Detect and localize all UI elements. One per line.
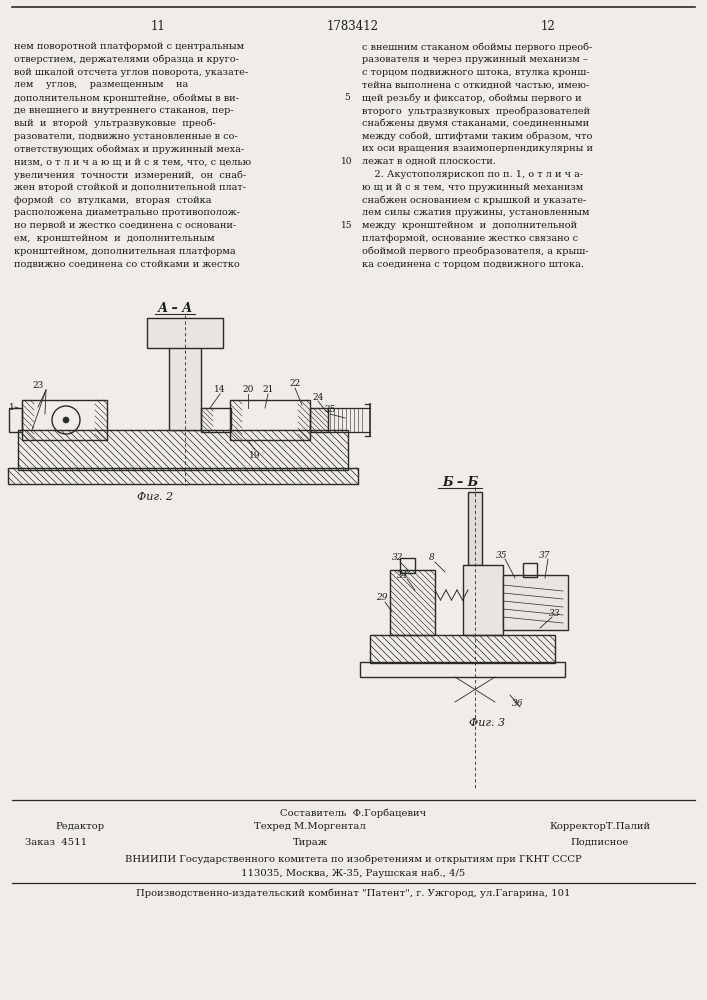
Text: платформой, основание жестко связано с: платформой, основание жестко связано с — [362, 234, 578, 243]
Text: 34: 34 — [397, 570, 409, 580]
Bar — [230, 400, 310, 440]
Text: между собой, штифтами таким образом, что: между собой, штифтами таким образом, что — [362, 132, 592, 141]
Text: нем поворотной платформой с центральным: нем поворотной платформой с центральным — [14, 42, 244, 51]
Bar — [8, 468, 358, 484]
Text: дополнительном кронштейне, обоймы в ви-: дополнительном кронштейне, обоймы в ви- — [14, 93, 239, 103]
Text: Техред М.Моргентал: Техред М.Моргентал — [254, 822, 366, 831]
Text: 21: 21 — [262, 385, 274, 394]
Bar — [360, 662, 565, 677]
Bar — [22, 400, 107, 440]
Text: между  кронштейном  и  дополнительной: между кронштейном и дополнительной — [362, 221, 577, 230]
Text: 37: 37 — [539, 550, 551, 560]
Text: де внешнего и внутреннего стаканов, пер-: де внешнего и внутреннего стаканов, пер- — [14, 106, 233, 115]
Text: 32: 32 — [392, 554, 404, 562]
Text: увеличения  точности  измерений,  он  снаб-: увеличения точности измерений, он снаб- — [14, 170, 246, 180]
Text: 1: 1 — [9, 402, 15, 412]
Text: А – А: А – А — [158, 302, 192, 315]
Text: снабжен основанием с крышкой и указате-: снабжен основанием с крышкой и указате- — [362, 196, 586, 205]
Text: 5: 5 — [344, 93, 350, 102]
Text: снабжены двумя стаканами, соединенными: снабжены двумя стаканами, соединенными — [362, 119, 589, 128]
Text: лежат в одной плоскости.: лежат в одной плоскости. — [362, 157, 496, 166]
Bar — [468, 492, 482, 565]
Text: 1783412: 1783412 — [327, 19, 379, 32]
Text: лем силы сжатия пружины, установленным: лем силы сжатия пружины, установленным — [362, 208, 590, 217]
Text: Подписное: Подписное — [571, 838, 629, 847]
Bar — [147, 318, 223, 348]
Text: ВНИИПИ Государственного комитета по изобретениям и открытиям при ГКНТ СССР: ВНИИПИ Государственного комитета по изоб… — [124, 854, 581, 863]
Text: расположена диаметрально противополож-: расположена диаметрально противополож- — [14, 208, 240, 217]
Text: жен второй стойкой и дополнительной плат-: жен второй стойкой и дополнительной плат… — [14, 183, 246, 192]
Text: тейна выполнена с откидной частью, имею-: тейна выполнена с откидной частью, имею- — [362, 80, 589, 89]
Text: Составитель  Ф.Горбацевич: Составитель Ф.Горбацевич — [280, 808, 426, 818]
Text: подвижно соединена со стойками и жестко: подвижно соединена со стойками и жестко — [14, 260, 240, 269]
Text: формой  со  втулками,  вторая  стойка: формой со втулками, вторая стойка — [14, 196, 211, 205]
Text: Фиг. 3: Фиг. 3 — [469, 718, 505, 728]
Text: Б – Б: Б – Б — [442, 476, 478, 489]
Text: 29: 29 — [376, 593, 387, 602]
Text: 23: 23 — [33, 380, 44, 389]
Bar — [201, 408, 231, 432]
Text: Редактор: Редактор — [55, 822, 104, 831]
Text: Заказ  4511: Заказ 4511 — [25, 838, 87, 847]
Text: ем,  кронштейном  и  дополнительным: ем, кронштейном и дополнительным — [14, 234, 214, 243]
Text: 15: 15 — [341, 221, 353, 230]
Text: ка соединена с торцом подвижного штока.: ка соединена с торцом подвижного штока. — [362, 260, 584, 269]
Bar — [18, 430, 348, 470]
Text: отверстием, держателями образца и круго-: отверстием, держателями образца и круго- — [14, 55, 239, 64]
Text: разователи, подвижно установленные в со-: разователи, подвижно установленные в со- — [14, 132, 238, 141]
Bar — [400, 558, 415, 573]
Text: Производственно-издательский комбинат "Патент", г. Ужгород, ул.Гагарина, 101: Производственно-издательский комбинат "П… — [136, 888, 571, 898]
Text: 24: 24 — [312, 392, 324, 401]
Bar — [9, 408, 22, 432]
Text: низм, о т л и ч а ю щ и й с я тем, что, с целью: низм, о т л и ч а ю щ и й с я тем, что, … — [14, 157, 251, 166]
Text: с торцом подвижного штока, втулка кронш-: с торцом подвижного штока, втулка кронш- — [362, 68, 590, 77]
Text: вой шкалой отсчета углов поворота, указате-: вой шкалой отсчета углов поворота, указа… — [14, 68, 248, 77]
Bar — [463, 565, 503, 635]
Text: 113035, Москва, Ж-35, Раушская наб., 4/5: 113035, Москва, Ж-35, Раушская наб., 4/5 — [241, 868, 465, 878]
Text: кронштейном, дополнительная платформа: кронштейном, дополнительная платформа — [14, 247, 235, 256]
Bar — [370, 635, 555, 663]
Text: 33: 33 — [549, 608, 561, 617]
Text: но первой и жестко соединена с основани-: но первой и жестко соединена с основани- — [14, 221, 236, 230]
Bar — [310, 408, 328, 432]
Text: 14: 14 — [214, 385, 226, 394]
Bar — [503, 575, 568, 630]
Text: лем    углов,    размещенным    на: лем углов, размещенным на — [14, 80, 188, 89]
Text: 10: 10 — [341, 157, 353, 166]
Text: 22: 22 — [289, 378, 300, 387]
Bar — [390, 570, 435, 635]
Text: 2. Акустополярископ по п. 1, о т л и ч а-: 2. Акустополярископ по п. 1, о т л и ч а… — [362, 170, 583, 179]
Text: их оси вращения взаимоперпендикулярны и: их оси вращения взаимоперпендикулярны и — [362, 144, 593, 153]
Text: 20: 20 — [243, 385, 254, 394]
Text: второго  ультразвуковых  преобразователей: второго ультразвуковых преобразователей — [362, 106, 590, 115]
Text: КорректорТ.Палий: КорректорТ.Палий — [549, 822, 650, 831]
Text: с внешним стаканом обоймы первого преоб-: с внешним стаканом обоймы первого преоб- — [362, 42, 592, 51]
Text: вый  и  второй  ультразвуковые  преоб-: вый и второй ультразвуковые преоб- — [14, 119, 216, 128]
Text: ю щ и й с я тем, что пружинный механизм: ю щ и й с я тем, что пружинный механизм — [362, 183, 583, 192]
Text: ответствующих обоймах и пружинный меха-: ответствующих обоймах и пружинный меха- — [14, 144, 244, 154]
Circle shape — [63, 417, 69, 423]
Text: 12: 12 — [541, 19, 556, 32]
Bar — [169, 330, 201, 430]
Text: 19: 19 — [250, 450, 261, 460]
Text: щей резьбу и фиксатор, обоймы первого и: щей резьбу и фиксатор, обоймы первого и — [362, 93, 582, 103]
Text: 11: 11 — [151, 19, 165, 32]
Text: Тираж: Тираж — [293, 838, 327, 847]
Text: обоймой первого преобразователя, а крыш-: обоймой первого преобразователя, а крыш- — [362, 247, 588, 256]
Text: 8: 8 — [429, 554, 435, 562]
Text: Фиг. 2: Фиг. 2 — [137, 492, 173, 502]
Text: 35: 35 — [496, 550, 508, 560]
Bar — [523, 563, 537, 577]
Text: разователя и через пружинный механизм –: разователя и через пружинный механизм – — [362, 55, 588, 64]
Text: 25: 25 — [325, 406, 336, 414]
Text: 36: 36 — [513, 698, 524, 708]
